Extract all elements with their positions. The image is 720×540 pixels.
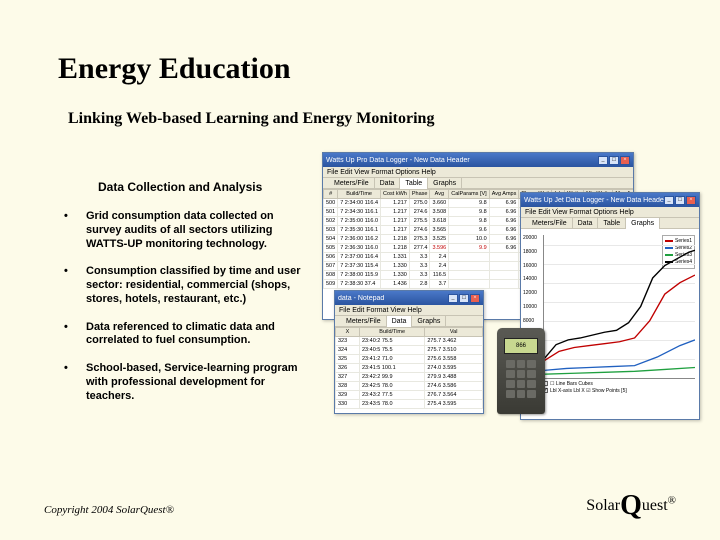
column-header[interactable]: Build/Time	[359, 328, 424, 337]
bullet-list: Grid consumption data collected on surve…	[58, 210, 308, 417]
tab[interactable]: Data	[573, 218, 599, 229]
copyright: Copyright 2004 SolarQuest®	[44, 504, 174, 516]
tab-bar: Meters/FileDataTableGraphs	[521, 218, 699, 229]
titlebar: Watts Up Jet Data Logger - New Data Head…	[521, 193, 699, 207]
column-header[interactable]: X	[336, 328, 360, 337]
titlebar: data - Notepad _ □ ×	[335, 291, 483, 305]
tab[interactable]: Graphs	[626, 218, 660, 229]
column-header[interactable]: Build/Time	[338, 190, 381, 199]
chart-series	[544, 250, 695, 359]
tab[interactable]: Table	[598, 218, 626, 229]
bullet-item: Data referenced to climatic data and cor…	[58, 321, 308, 349]
table-row[interactable]: 32823:42:5 78.0274.6 3.586	[336, 382, 483, 391]
plot	[543, 235, 695, 379]
close-button[interactable]: ×	[620, 156, 630, 165]
titlebar-buttons: _ □ ×	[664, 196, 696, 205]
tab-bar: Meters/FileDataTableGraphs	[323, 178, 633, 189]
column-header[interactable]: Phase	[409, 190, 430, 199]
table-row[interactable]: 32523:41:2 71.0275.6 3.558	[336, 355, 483, 364]
titlebar-buttons: _ □ ×	[598, 156, 630, 165]
menubar[interactable]: File Edit Format View Help	[335, 305, 483, 316]
tab[interactable]: Table	[400, 178, 428, 189]
page-subtitle: Linking Web-based Learning and Energy Mo…	[68, 110, 434, 128]
table-row[interactable]: 33023:43:5 78.0275.4 3.595	[336, 400, 483, 409]
column-header[interactable]: Cost kWh	[381, 190, 410, 199]
tab[interactable]: Graphs	[428, 178, 462, 189]
page-title: Energy Education	[58, 52, 291, 86]
column-header[interactable]: #	[324, 190, 338, 199]
table-row[interactable]: 32423:40:5 75.5275.7 3.510	[336, 346, 483, 355]
list-area: XBuild/TimeVal32323:40:2 75.5275.7 3.462…	[335, 327, 483, 413]
tab[interactable]: Graphs	[412, 316, 446, 327]
tab[interactable]: Data	[387, 316, 413, 327]
y-tick: 20000	[523, 235, 541, 241]
maximize-button[interactable]: □	[459, 294, 469, 303]
table-row[interactable]: 32623:41:5 100.1274.0 3.595	[336, 364, 483, 373]
maximize-button[interactable]: □	[609, 156, 619, 165]
table-row[interactable]: 32923:43:2 77.5276.7 3.564	[336, 391, 483, 400]
column-header[interactable]: Avg	[430, 190, 449, 199]
logo-left: Solar	[586, 497, 620, 514]
minimize-button[interactable]: _	[598, 156, 608, 165]
titlebar-text: Watts Up Pro Data Logger - New Data Head…	[326, 157, 470, 164]
screenshot-collage: Watts Up Pro Data Logger - New Data Head…	[322, 152, 700, 440]
y-tick: 12000	[523, 290, 541, 296]
column-header[interactable]: Avg Amps	[489, 190, 519, 199]
table-row[interactable]: 32323:40:2 75.5275.7 3.462	[336, 337, 483, 346]
menubar[interactable]: File Edit View Format Options Help	[323, 167, 633, 178]
device-photo: 866	[488, 316, 554, 426]
chart-series	[544, 340, 695, 371]
control-line-2[interactable]: Lbl X-axis Lbl X ☑ Show Points [5]	[543, 388, 695, 395]
titlebar-text: Watts Up Jet Data Logger - New Data Head…	[524, 197, 664, 204]
logo-reg: ®	[668, 495, 676, 507]
minimize-button[interactable]: _	[664, 196, 674, 205]
tab[interactable]: Data	[375, 178, 401, 189]
close-button[interactable]: ×	[686, 196, 696, 205]
chart-controls: ☐ Line Bars Cubes Lbl X-axis Lbl X ☑ Sho…	[543, 381, 695, 415]
logo: SolarQuest®	[586, 486, 676, 518]
chart-series	[544, 275, 695, 361]
list-table: XBuild/TimeVal32323:40:2 75.5275.7 3.462…	[335, 327, 483, 409]
column-header[interactable]: CalParams [V]	[449, 190, 489, 199]
tab[interactable]: Meters/File	[527, 218, 573, 229]
tab[interactable]: Meters/File	[329, 178, 375, 189]
tab-bar: Meters/FileDataGraphs	[335, 316, 483, 327]
y-tick: 16000	[523, 263, 541, 269]
y-tick: 10000	[523, 304, 541, 310]
chart-svg	[544, 235, 695, 378]
table-row[interactable]: 32723:42:2 99.9279.9 3.488	[336, 373, 483, 382]
bullet-item: Grid consumption data collected on surve…	[58, 210, 308, 251]
logo-q: Q	[620, 490, 642, 521]
menubar[interactable]: File Edit View Format Options Help	[521, 207, 699, 218]
minimize-button[interactable]: _	[448, 294, 458, 303]
column-header[interactable]: Val	[425, 328, 483, 337]
y-tick: 14000	[523, 276, 541, 282]
device-screen: 866	[504, 338, 538, 354]
logo-right: uest	[642, 497, 668, 514]
tab[interactable]: Meters/File	[341, 316, 387, 327]
titlebar-text: data - Notepad	[338, 295, 384, 302]
bullet-item: School-based, Service-learning program w…	[58, 362, 308, 403]
control-line-1[interactable]: ☐ Line Bars Cubes	[543, 381, 695, 388]
titlebar-buttons: _ □ ×	[448, 294, 480, 303]
bullet-item: Consumption classified by time and user …	[58, 265, 308, 306]
y-tick: 18000	[523, 249, 541, 255]
maximize-button[interactable]: □	[675, 196, 685, 205]
titlebar: Watts Up Pro Data Logger - New Data Head…	[323, 153, 633, 167]
window-list: data - Notepad _ □ × File Edit Format Vi…	[334, 290, 484, 414]
close-button[interactable]: ×	[470, 294, 480, 303]
device-body: 866	[497, 328, 545, 414]
section-heading: Data Collection and Analysis	[98, 180, 262, 194]
device-keypad	[506, 360, 536, 404]
